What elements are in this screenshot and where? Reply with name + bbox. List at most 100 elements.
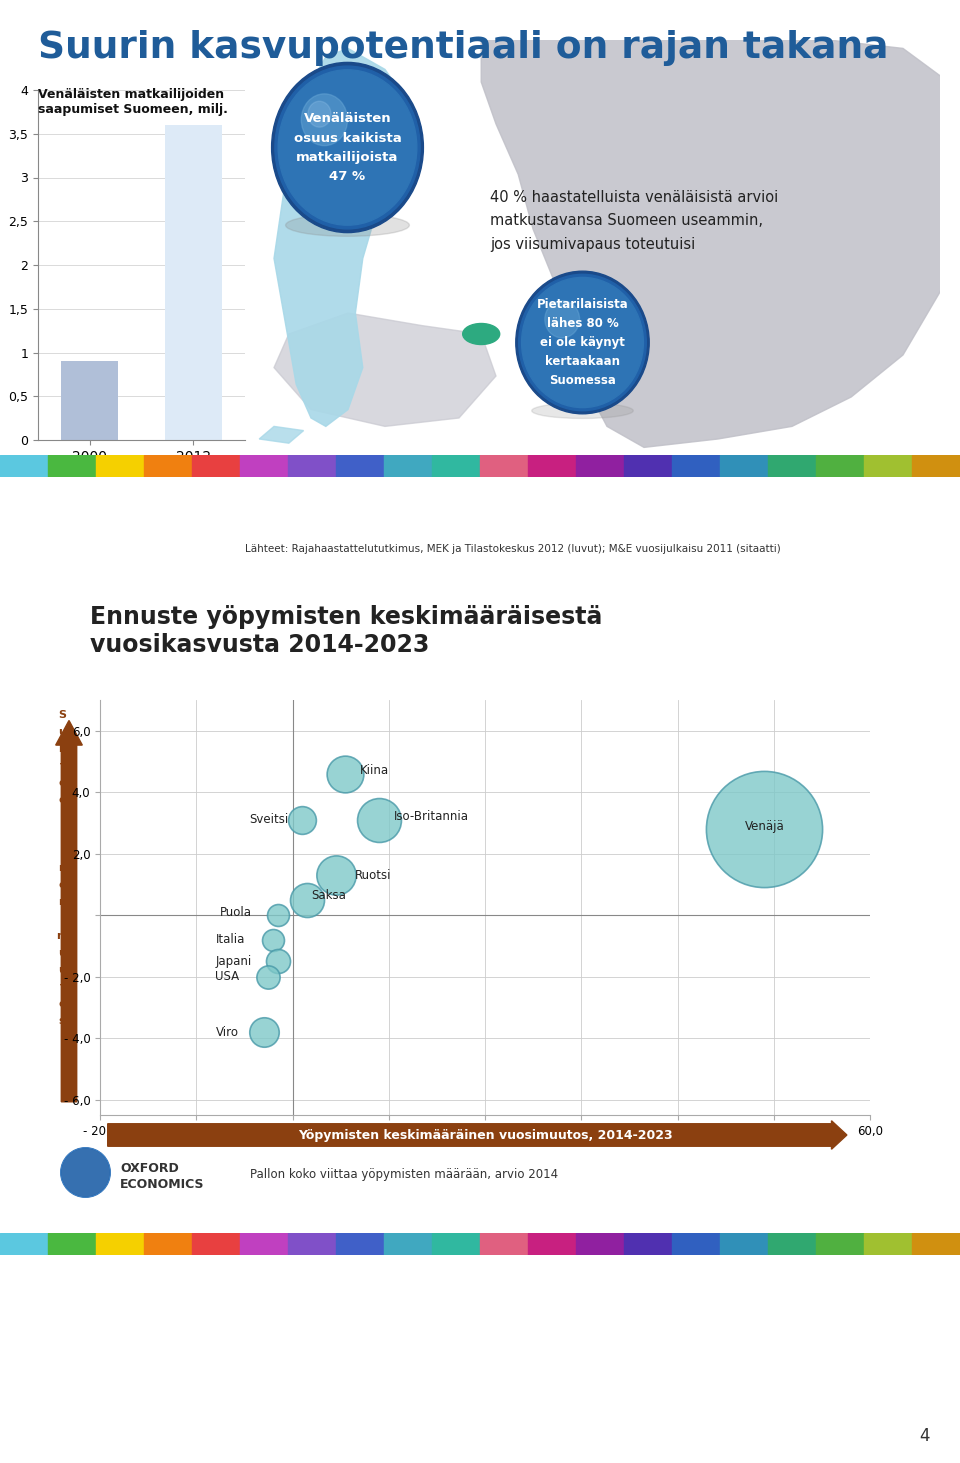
Bar bbox=[432, 455, 480, 477]
Point bbox=[256, 1020, 272, 1043]
Bar bbox=[165, 124, 222, 440]
Circle shape bbox=[518, 274, 646, 411]
Point bbox=[372, 808, 387, 831]
Bar bbox=[768, 1233, 816, 1255]
Circle shape bbox=[521, 278, 643, 408]
Text: m: m bbox=[57, 930, 68, 941]
Text: t: t bbox=[60, 761, 64, 771]
Bar bbox=[240, 455, 288, 477]
Text: Venäläisten
osuus kaikista
matkailijoista
47 %: Venäläisten osuus kaikista matkailijoist… bbox=[294, 113, 401, 183]
Bar bbox=[61, 361, 118, 440]
Circle shape bbox=[463, 323, 500, 344]
Text: Pietarilaisista
lähes 80 %
ei ole käynyt
kertaakaan
Suomessa: Pietarilaisista lähes 80 % ei ole käynyt… bbox=[537, 298, 629, 388]
Text: Puola: Puola bbox=[220, 906, 252, 919]
Bar bbox=[720, 455, 768, 477]
Ellipse shape bbox=[286, 214, 409, 237]
Text: 4: 4 bbox=[920, 1426, 930, 1445]
Point bbox=[338, 762, 353, 786]
Text: Venäjä: Venäjä bbox=[745, 819, 784, 832]
Circle shape bbox=[278, 70, 417, 225]
Bar bbox=[192, 1233, 240, 1255]
Bar bbox=[816, 455, 864, 477]
Circle shape bbox=[545, 301, 580, 338]
Text: u: u bbox=[58, 948, 66, 958]
Bar bbox=[288, 1233, 336, 1255]
Ellipse shape bbox=[532, 402, 634, 418]
Circle shape bbox=[60, 1148, 110, 1197]
Circle shape bbox=[308, 101, 331, 127]
Text: Suurin kasvupotentiaali on rajan takana: Suurin kasvupotentiaali on rajan takana bbox=[38, 31, 889, 66]
Text: TYÖ- JA ELINKEINOMINISTERIÖ
ARBETS- OCH NÄRINGSMINISTERIET
MINISTRY OF EMPLOYMEN: TYÖ- JA ELINKEINOMINISTERIÖ ARBETS- OCH … bbox=[390, 1274, 570, 1305]
Text: i: i bbox=[60, 846, 64, 856]
Text: n: n bbox=[58, 897, 66, 907]
Text: Ennuste yöpymisten keskimääräisestä
vuosikasvusta 2014-2023: Ennuste yöpymisten keskimääräisestä vuos… bbox=[90, 606, 602, 657]
Text: l: l bbox=[60, 812, 64, 822]
Point bbox=[271, 904, 286, 928]
Bar bbox=[480, 1233, 528, 1255]
Text: e: e bbox=[59, 794, 65, 805]
Bar bbox=[624, 455, 672, 477]
Bar bbox=[576, 455, 624, 477]
Bar bbox=[384, 455, 432, 477]
Text: Ruotsi: Ruotsi bbox=[355, 869, 392, 882]
Text: S: S bbox=[58, 710, 66, 720]
Text: OXFORD
ECONOMICS: OXFORD ECONOMICS bbox=[120, 1162, 204, 1191]
Bar bbox=[48, 455, 96, 477]
Text: Kiina: Kiina bbox=[360, 764, 389, 777]
Bar bbox=[48, 1233, 96, 1255]
Text: o: o bbox=[59, 999, 66, 1009]
Polygon shape bbox=[259, 426, 303, 443]
Bar bbox=[288, 455, 336, 477]
Point bbox=[328, 863, 344, 887]
FancyArrow shape bbox=[56, 720, 83, 1102]
Bar bbox=[528, 455, 576, 477]
Point bbox=[266, 928, 281, 951]
Bar bbox=[336, 455, 384, 477]
Bar bbox=[528, 1233, 576, 1255]
Text: Yöpymisten keskimääräinen vuosimuutos, 2014-2023: Yöpymisten keskimääräinen vuosimuutos, 2… bbox=[298, 1128, 672, 1141]
Point bbox=[300, 888, 315, 911]
Text: n: n bbox=[58, 863, 66, 873]
Bar bbox=[144, 455, 192, 477]
Bar bbox=[0, 455, 48, 477]
Bar bbox=[864, 455, 912, 477]
Text: e: e bbox=[59, 778, 65, 789]
Text: 40 % haastatelluista venäläisistä arvioi
matkustavansa Suomeen useammin,
jos vii: 40 % haastatelluista venäläisistä arvioi… bbox=[490, 190, 779, 252]
Bar bbox=[624, 1233, 672, 1255]
Point bbox=[295, 808, 310, 831]
Text: e: e bbox=[59, 881, 65, 890]
Bar bbox=[912, 1233, 960, 1255]
Polygon shape bbox=[274, 313, 496, 426]
Text: l: l bbox=[60, 830, 64, 838]
Bar bbox=[672, 455, 720, 477]
Circle shape bbox=[275, 66, 420, 228]
Bar bbox=[0, 1233, 48, 1255]
Bar bbox=[576, 1233, 624, 1255]
Point bbox=[261, 966, 276, 989]
Text: Lähteet: Rajahaastattelututkimus, MEK ja Tilastokeskus 2012 (luvut); M&E vuosiju: Lähteet: Rajahaastattelututkimus, MEK ja… bbox=[245, 544, 780, 554]
Text: Iso-Britannia: Iso-Britannia bbox=[394, 811, 468, 824]
Text: u: u bbox=[58, 727, 66, 737]
Bar bbox=[912, 455, 960, 477]
Text: Saksa: Saksa bbox=[312, 888, 347, 901]
Bar bbox=[432, 1233, 480, 1255]
Bar bbox=[816, 1233, 864, 1255]
Polygon shape bbox=[481, 19, 960, 448]
Text: u: u bbox=[58, 966, 66, 974]
Bar bbox=[720, 1233, 768, 1255]
Bar bbox=[240, 1233, 288, 1255]
Text: Italia: Italia bbox=[215, 933, 245, 947]
Text: Venäläisten matkailijoiden
saapumiset Suomeen, milj.: Venäläisten matkailijoiden saapumiset Su… bbox=[38, 88, 228, 116]
Bar bbox=[336, 1233, 384, 1255]
Circle shape bbox=[516, 271, 649, 414]
Text: Viro: Viro bbox=[215, 1026, 238, 1039]
FancyArrow shape bbox=[108, 1121, 847, 1150]
Bar bbox=[96, 455, 144, 477]
Text: s: s bbox=[59, 1015, 65, 1026]
Text: h: h bbox=[58, 745, 66, 753]
Bar bbox=[384, 1233, 432, 1255]
Bar bbox=[480, 455, 528, 477]
Polygon shape bbox=[274, 48, 407, 426]
Text: USA: USA bbox=[215, 970, 240, 983]
Text: t: t bbox=[60, 982, 64, 992]
